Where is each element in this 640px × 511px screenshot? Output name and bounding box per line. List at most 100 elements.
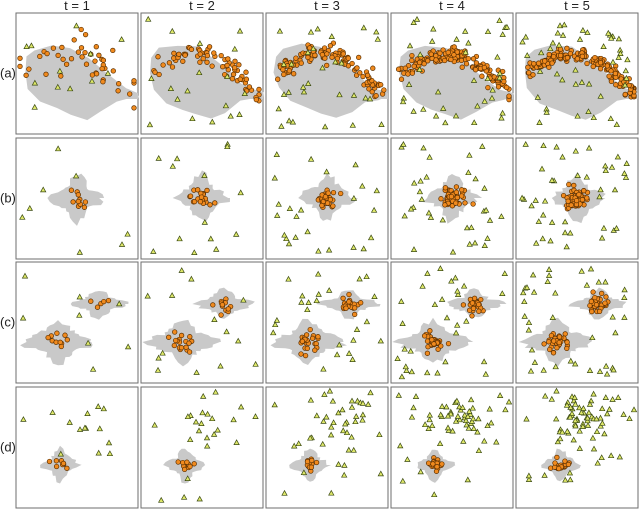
sample-point bbox=[445, 340, 452, 347]
panel bbox=[390, 137, 514, 260]
probe-point bbox=[307, 434, 314, 441]
sample-point bbox=[187, 193, 194, 199]
sample-point bbox=[608, 78, 615, 85]
probe-point bbox=[146, 121, 154, 128]
probe-point bbox=[527, 367, 535, 374]
sample-point bbox=[462, 200, 468, 206]
probe-point bbox=[494, 53, 501, 60]
sample-point bbox=[581, 188, 587, 194]
sample-point bbox=[356, 54, 362, 61]
sample-point bbox=[305, 54, 311, 61]
probe-point bbox=[439, 216, 446, 223]
sample-point bbox=[472, 67, 479, 73]
sample-point bbox=[584, 60, 590, 67]
probe-point bbox=[335, 409, 342, 416]
probe-point bbox=[594, 459, 601, 466]
probe-point bbox=[370, 206, 378, 213]
sample-point bbox=[237, 76, 243, 82]
marker-layer bbox=[17, 22, 137, 111]
marker-layer bbox=[20, 403, 114, 471]
probe-point bbox=[104, 69, 112, 76]
sample-point bbox=[369, 89, 375, 95]
probe-point bbox=[554, 29, 561, 36]
probe-point bbox=[31, 103, 38, 110]
sample-point bbox=[346, 291, 352, 298]
probe-point bbox=[449, 248, 457, 255]
probe-point bbox=[498, 114, 505, 121]
sample-point bbox=[322, 194, 329, 200]
probe-point bbox=[542, 392, 549, 399]
probe-point bbox=[440, 105, 447, 111]
sample-point bbox=[416, 59, 423, 66]
sample-point bbox=[319, 52, 326, 58]
probe-point bbox=[437, 265, 444, 271]
region-shape bbox=[111, 93, 138, 99]
probe-point bbox=[237, 189, 244, 196]
probe-point bbox=[348, 433, 355, 440]
probe-point bbox=[73, 22, 80, 29]
probe-point bbox=[541, 197, 549, 204]
probe-point bbox=[21, 272, 29, 279]
sample-point bbox=[451, 44, 457, 50]
probe-point bbox=[154, 366, 162, 373]
probe-point bbox=[574, 172, 581, 178]
probe-point bbox=[227, 112, 234, 119]
sample-point bbox=[437, 50, 443, 56]
probe-point bbox=[596, 193, 603, 200]
sample-point bbox=[116, 81, 122, 87]
probe-point bbox=[19, 213, 26, 220]
sample-point bbox=[373, 93, 379, 99]
sample-point bbox=[44, 50, 50, 57]
sample-point bbox=[352, 305, 358, 311]
probe-point bbox=[201, 218, 208, 225]
sample-point bbox=[180, 58, 186, 64]
probe-point bbox=[520, 289, 527, 296]
probe-point bbox=[604, 410, 611, 417]
probe-point bbox=[559, 76, 566, 83]
sample-point bbox=[564, 45, 570, 51]
probe-point bbox=[423, 173, 430, 180]
sample-point bbox=[554, 454, 560, 461]
sample-point bbox=[186, 340, 192, 346]
probe-point bbox=[151, 421, 158, 428]
sample-point bbox=[229, 76, 236, 82]
probe-point bbox=[597, 414, 604, 421]
sample-point bbox=[325, 190, 331, 196]
probe-point bbox=[572, 66, 579, 73]
probe-point bbox=[76, 248, 83, 255]
probe-point bbox=[410, 107, 417, 114]
region-shape bbox=[236, 93, 263, 99]
probe-point bbox=[305, 299, 312, 305]
probe-point bbox=[474, 428, 481, 435]
sample-point bbox=[60, 56, 66, 62]
probe-point bbox=[327, 431, 335, 438]
probe-point bbox=[241, 90, 248, 96]
probe-point bbox=[590, 114, 597, 121]
sample-point bbox=[574, 56, 581, 62]
sample-point bbox=[181, 466, 188, 473]
sample-point bbox=[421, 333, 428, 339]
probe-point bbox=[328, 489, 335, 496]
probe-point bbox=[572, 147, 579, 154]
sample-point bbox=[547, 346, 553, 353]
probe-point bbox=[607, 115, 614, 122]
probe-point bbox=[408, 413, 416, 420]
sample-point bbox=[191, 198, 198, 205]
probe-point bbox=[493, 438, 500, 445]
sample-point bbox=[243, 76, 250, 82]
probe-point bbox=[426, 153, 433, 160]
sample-point bbox=[57, 339, 63, 345]
sample-point bbox=[398, 76, 405, 82]
panel-frame bbox=[390, 386, 514, 509]
probe-point bbox=[270, 329, 277, 336]
sample-point bbox=[23, 72, 29, 78]
sample-point bbox=[309, 335, 316, 341]
sample-point bbox=[453, 189, 460, 195]
marker-layer bbox=[270, 270, 384, 372]
probe-point bbox=[561, 229, 569, 236]
probe-point bbox=[329, 397, 337, 404]
sample-point bbox=[186, 349, 193, 355]
probe-point bbox=[281, 489, 288, 496]
probe-point bbox=[522, 140, 529, 147]
sample-point bbox=[166, 60, 173, 66]
